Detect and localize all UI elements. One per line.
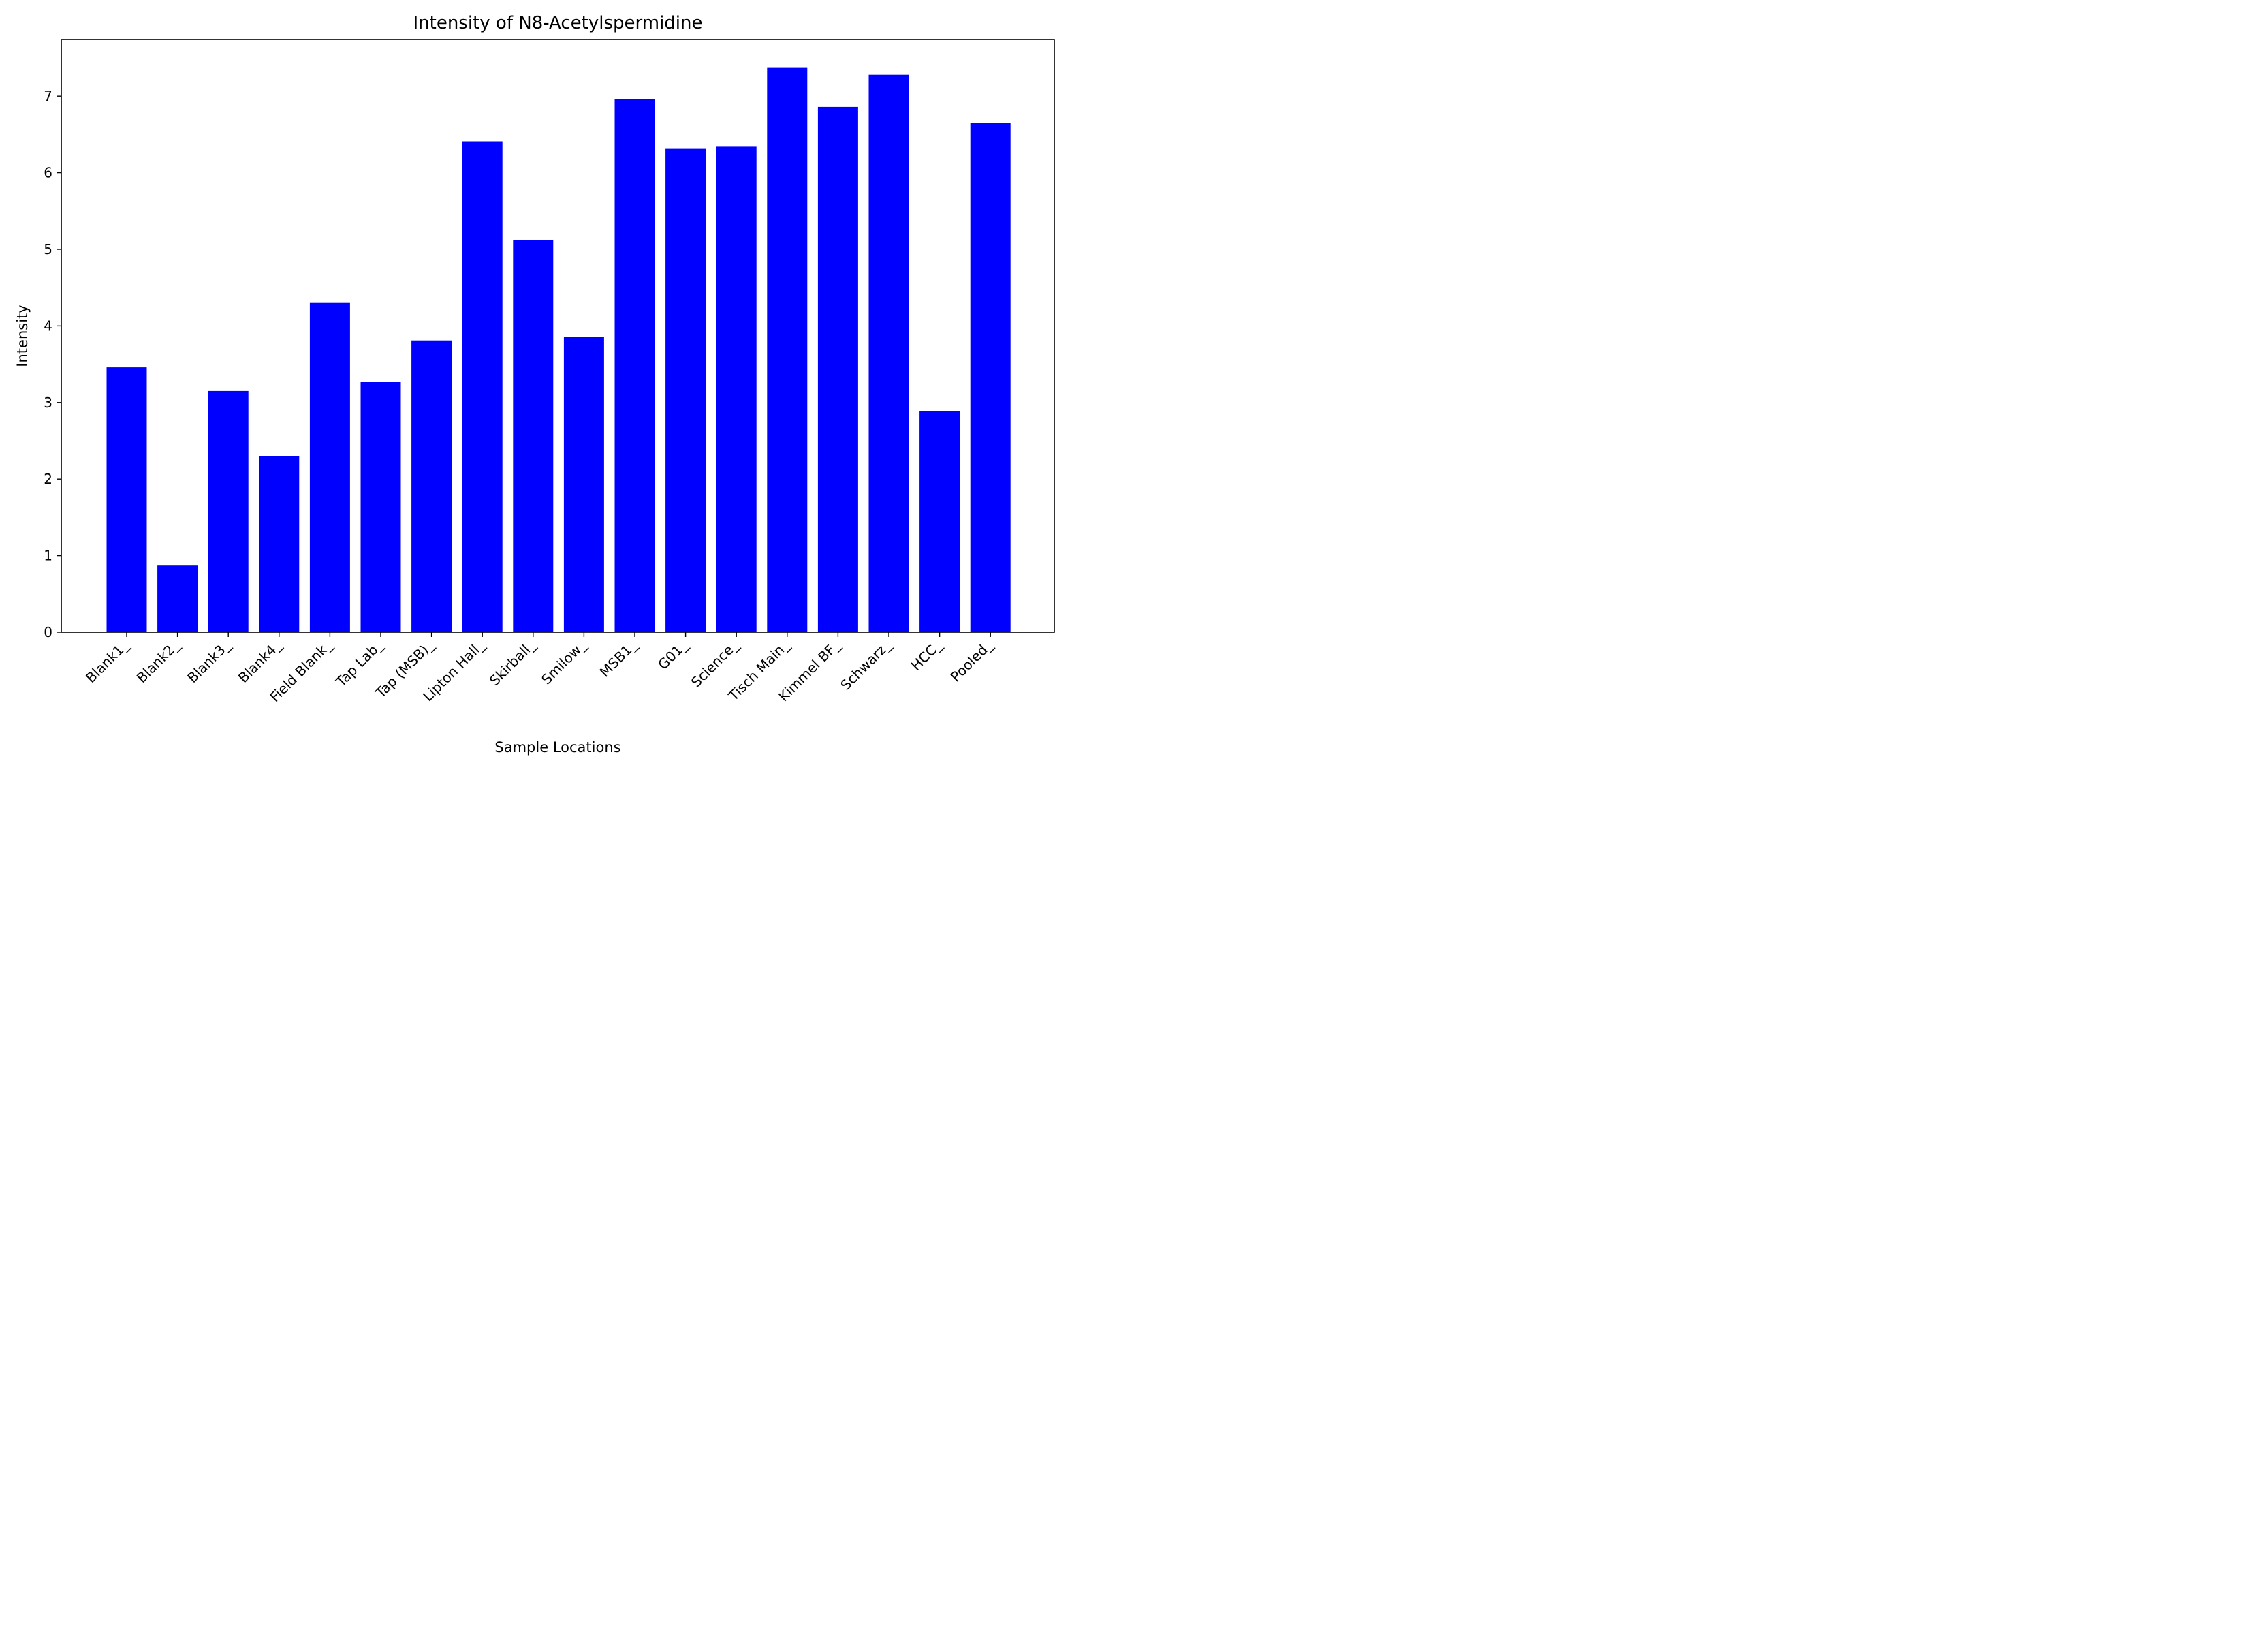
bars-group bbox=[106, 67, 1011, 633]
bar-6 bbox=[411, 340, 452, 632]
bar-14 bbox=[817, 106, 858, 632]
bar-1 bbox=[157, 565, 198, 632]
x-axis-label: Sample Locations bbox=[494, 739, 620, 756]
y-tick-label-1: 1 bbox=[44, 548, 52, 564]
x-tick-label-11: G01_ bbox=[655, 636, 691, 673]
x-tick-label-17: Pooled_ bbox=[947, 636, 996, 685]
x-tick-label-10: MSB1_ bbox=[597, 636, 641, 681]
bar-8 bbox=[513, 240, 554, 632]
bar-5 bbox=[360, 382, 401, 632]
x-tick-label-8: Skirball_ bbox=[486, 636, 539, 689]
bar-12 bbox=[716, 146, 757, 632]
bar-0 bbox=[106, 367, 147, 632]
bar-3 bbox=[259, 456, 300, 632]
x-tick-label-9: Smilow_ bbox=[538, 636, 590, 688]
bar-15 bbox=[868, 74, 909, 632]
y-tick-label-0: 0 bbox=[44, 624, 52, 640]
y-axis-label: Intensity bbox=[14, 305, 31, 367]
bar-4 bbox=[309, 302, 350, 632]
x-tick-label-3: Blank4_ bbox=[235, 636, 285, 686]
x-tick-label-12: Science_ bbox=[688, 636, 742, 691]
bar-16 bbox=[919, 411, 960, 632]
plot-frame bbox=[61, 39, 1055, 633]
bar-9 bbox=[563, 337, 604, 632]
x-tick-label-1: Blank2_ bbox=[133, 636, 183, 686]
bar-17 bbox=[970, 123, 1011, 632]
bar-chart: Intensity of N8-Acetylspermidine 0 1 2 3 4 5 6… bbox=[14, 13, 1055, 756]
x-tick-label-0: Blank1_ bbox=[82, 636, 132, 686]
chart-title: Intensity of N8-Acetylspermidine bbox=[413, 13, 702, 33]
y-tick-label-5: 5 bbox=[44, 241, 52, 258]
x-tick-label-5: Tap Lab_ bbox=[332, 636, 386, 690]
y-tick-label-4: 4 bbox=[44, 317, 52, 334]
y-tick-label-7: 7 bbox=[44, 88, 52, 104]
bar-11 bbox=[665, 148, 706, 633]
bar-2 bbox=[208, 390, 249, 632]
x-tick-label-16: HCC_ bbox=[908, 636, 945, 674]
y-tick-label-2: 2 bbox=[44, 471, 52, 487]
y-tick-label-3: 3 bbox=[44, 394, 52, 411]
x-axis: Blank1_ Blank2_ Blank3_ Blank4_Field Blank_… bbox=[82, 632, 996, 705]
x-tick-label-15: Schwarz_ bbox=[837, 636, 894, 694]
bar-13 bbox=[767, 67, 808, 633]
y-axis: 0 1 2 3 4 5 6 7 bbox=[44, 88, 61, 640]
x-tick-label-2: Blank3_ bbox=[184, 636, 234, 686]
y-tick-label-6: 6 bbox=[44, 165, 52, 181]
bar-7 bbox=[462, 141, 503, 632]
bar-10 bbox=[614, 99, 655, 632]
